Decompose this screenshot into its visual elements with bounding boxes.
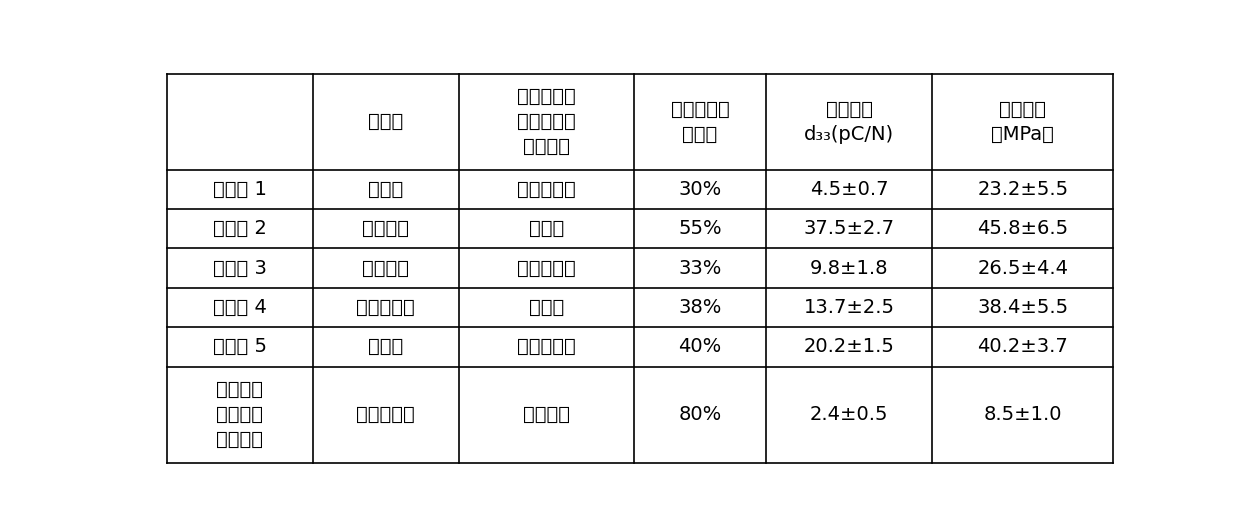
- Text: 抗压强度
（MPa）: 抗压强度 （MPa）: [991, 100, 1054, 144]
- Text: 压电相: 压电相: [368, 112, 403, 131]
- Text: 钛酸钡: 钛酸钡: [368, 180, 403, 199]
- Text: 23.2±5.5: 23.2±5.5: [977, 180, 1069, 199]
- Text: 物理共混: 物理共混: [522, 405, 569, 424]
- Text: 8.5±1.0: 8.5±1.0: [983, 405, 1061, 424]
- Text: 物理共混
制得生物
压电材料: 物理共混 制得生物 压电材料: [216, 380, 263, 449]
- Text: 26.5±4.4: 26.5±4.4: [977, 259, 1069, 278]
- Text: 38%: 38%: [678, 298, 722, 317]
- Text: 锆钛酸钡钙: 锆钛酸钡钙: [356, 298, 415, 317]
- Text: 提拉浸渍法: 提拉浸渍法: [517, 338, 575, 357]
- Text: 33%: 33%: [678, 259, 722, 278]
- Text: 2.4±0.5: 2.4±0.5: [810, 405, 889, 424]
- Text: 13.7±2.5: 13.7±2.5: [804, 298, 895, 317]
- Text: 骨水泥前驱
体与压电相
复合方法: 骨水泥前驱 体与压电相 复合方法: [517, 87, 575, 156]
- Text: 铌酸钾钠: 铌酸钾钠: [362, 220, 409, 239]
- Text: 实施例 1: 实施例 1: [212, 180, 267, 199]
- Text: 注入法: 注入法: [528, 220, 564, 239]
- Text: 实施例 2: 实施例 2: [212, 220, 267, 239]
- Text: 9.8±1.8: 9.8±1.8: [810, 259, 889, 278]
- Text: 提拉浸渍法: 提拉浸渍法: [517, 180, 575, 199]
- Text: 钛酸钡颗粒: 钛酸钡颗粒: [356, 405, 415, 424]
- Text: 20.2±1.5: 20.2±1.5: [804, 338, 895, 357]
- Text: 30%: 30%: [678, 180, 722, 199]
- Text: 37.5±2.7: 37.5±2.7: [804, 220, 895, 239]
- Text: 40.2±3.7: 40.2±3.7: [977, 338, 1068, 357]
- Text: 实施例 3: 实施例 3: [212, 259, 267, 278]
- Text: 钛酸铋钠: 钛酸铋钠: [362, 259, 409, 278]
- Text: 压电相的体
积分数: 压电相的体 积分数: [671, 100, 729, 144]
- Text: 45.8±6.5: 45.8±6.5: [977, 220, 1069, 239]
- Text: 注入法: 注入法: [528, 298, 564, 317]
- Text: 实施例 5: 实施例 5: [212, 338, 267, 357]
- Text: 压电系数
d₃₃(pC/N): 压电系数 d₃₃(pC/N): [805, 100, 894, 144]
- Text: 38.4±5.5: 38.4±5.5: [977, 298, 1069, 317]
- Text: 55%: 55%: [678, 220, 722, 239]
- Text: 提拉浸渍法: 提拉浸渍法: [517, 259, 575, 278]
- Text: 40%: 40%: [678, 338, 722, 357]
- Text: 80%: 80%: [678, 405, 722, 424]
- Text: 实施例 4: 实施例 4: [212, 298, 267, 317]
- Text: 4.5±0.7: 4.5±0.7: [810, 180, 889, 199]
- Text: 钛酸钡: 钛酸钡: [368, 338, 403, 357]
